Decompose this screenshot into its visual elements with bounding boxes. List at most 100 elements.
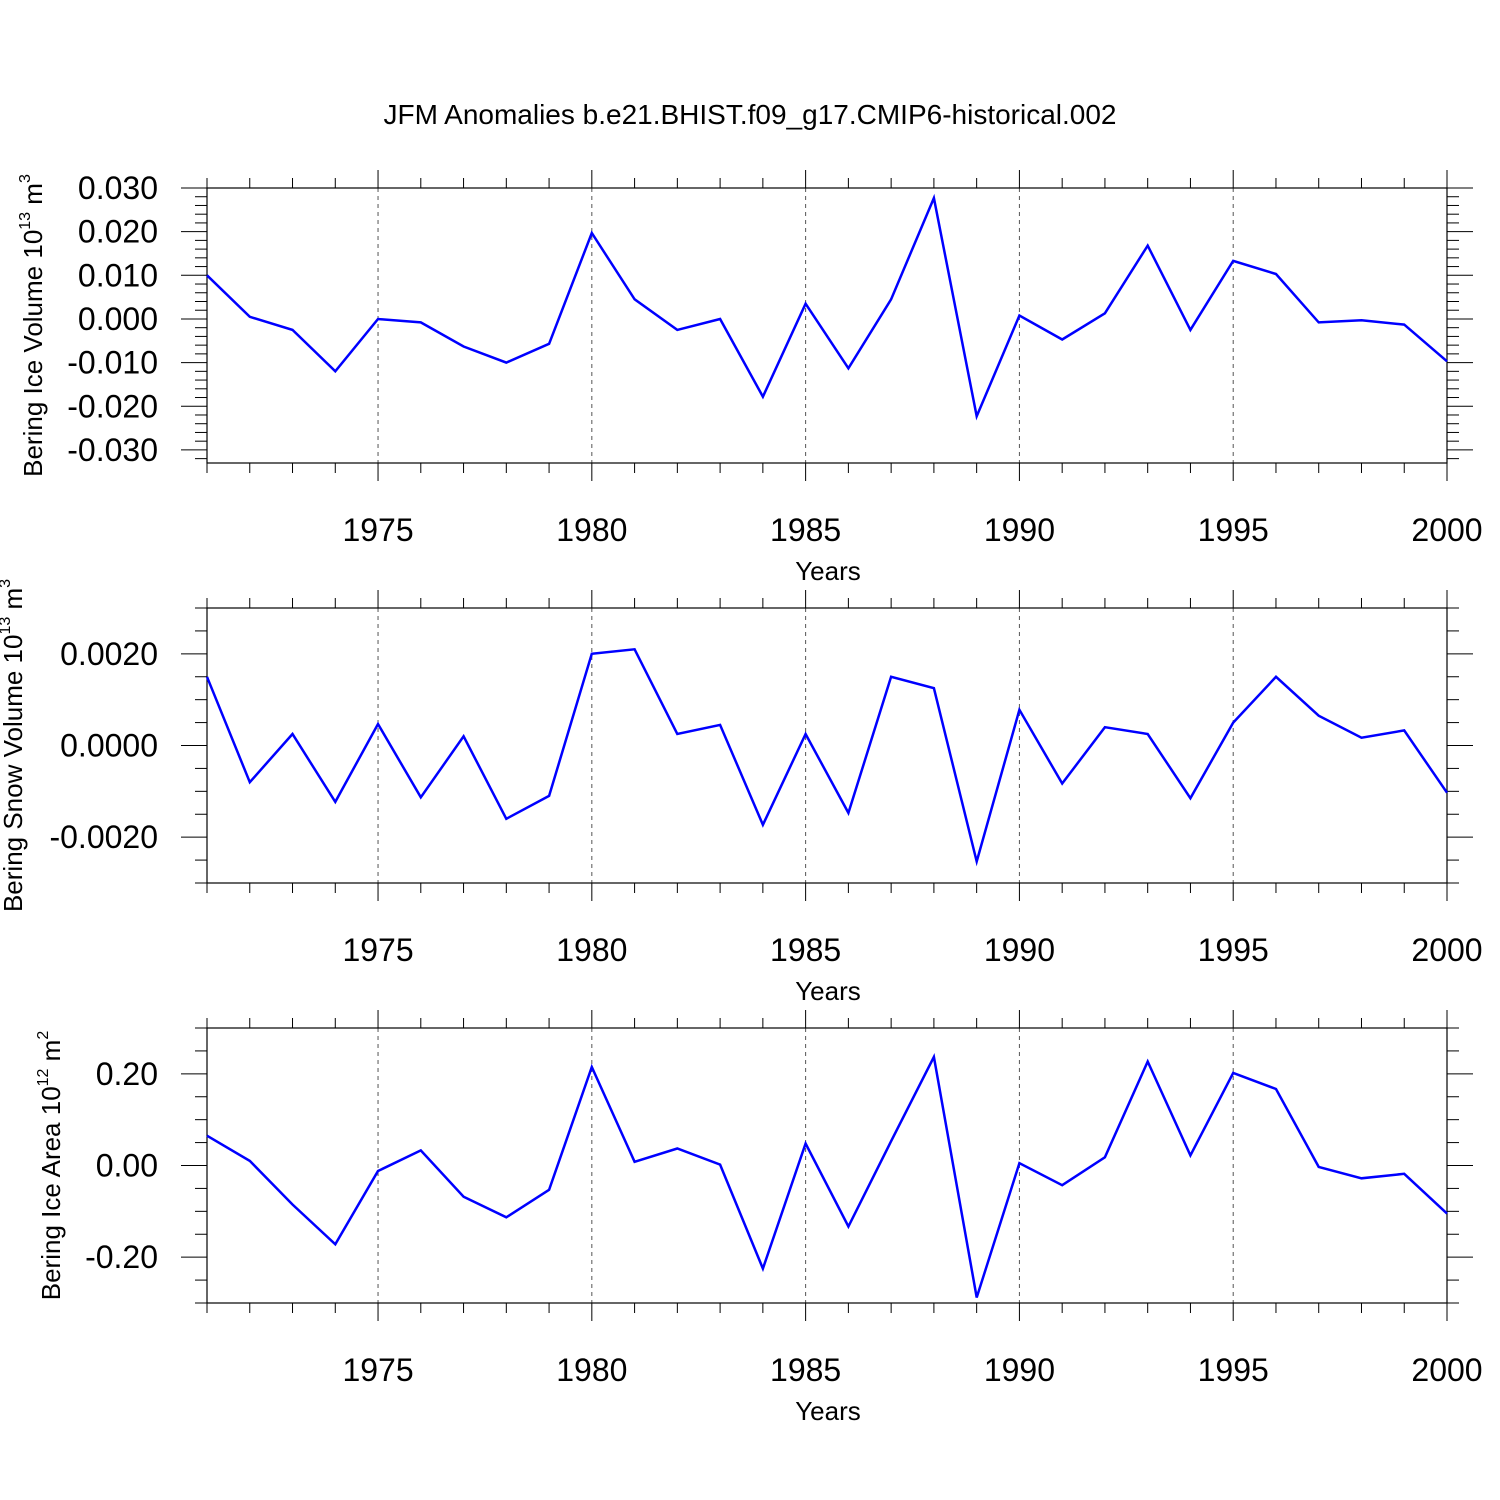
data-point [1274, 272, 1278, 276]
x-tick-label: 1975 [342, 512, 413, 548]
data-point [1231, 1071, 1235, 1075]
y-tick-label: 0.000 [78, 301, 158, 337]
data-point [205, 1134, 209, 1138]
x-axis-label: Years [795, 976, 861, 1006]
data-point [1231, 259, 1235, 263]
y-tick-label: 0.030 [78, 170, 158, 206]
x-tick-label: 1975 [342, 1352, 413, 1388]
data-point [932, 686, 936, 690]
data-point [1402, 1172, 1406, 1176]
data-point [1231, 721, 1235, 725]
data-point [1103, 311, 1107, 315]
data-point [504, 1215, 508, 1219]
y-tick-label: -0.20 [85, 1239, 158, 1275]
data-point [248, 780, 252, 784]
data-point [633, 647, 637, 651]
y-tick-label: -0.0020 [49, 819, 158, 855]
data-point [1359, 736, 1363, 740]
data-point [205, 273, 209, 277]
data-point [1317, 1165, 1321, 1169]
x-tick-label: 1995 [1198, 932, 1269, 968]
series-line [206, 193, 1448, 421]
data-point [1445, 359, 1449, 363]
y-tick-label: 0.0020 [60, 636, 158, 672]
x-tick-label: 1980 [556, 932, 627, 968]
x-tick-label: 1985 [770, 932, 841, 968]
data-point [376, 1169, 380, 1173]
x-tick-label: 1980 [556, 1352, 627, 1388]
x-tick-label: 2000 [1411, 1352, 1482, 1388]
y-tick-label: 0.010 [78, 257, 158, 293]
data-point [1359, 318, 1363, 322]
data-point [718, 1163, 722, 1167]
data-point [1017, 708, 1021, 712]
data-point [504, 361, 508, 365]
data-point [1146, 732, 1150, 736]
data-point [675, 1147, 679, 1151]
data-point [291, 328, 295, 332]
data-point [889, 297, 893, 301]
plot-frame [206, 1027, 1448, 1304]
data-point [975, 1296, 979, 1300]
data-point [1146, 244, 1150, 248]
data-point [248, 315, 252, 319]
y-tick-label: 0.020 [78, 214, 158, 250]
series-line [206, 1053, 1448, 1298]
x-axis-label: Years [795, 556, 861, 586]
data-point [1146, 1059, 1150, 1063]
y-tick-label: 0.0000 [60, 728, 158, 764]
data-point [675, 328, 679, 332]
data-point [1402, 323, 1406, 327]
y-tick-label: 0.00 [96, 1148, 158, 1184]
data-point [1317, 714, 1321, 718]
panel-2: 1975 1980 1985 1990 1995 2000 Years 0.0020 0.000… [0, 579, 1483, 1006]
data-point [462, 1195, 466, 1199]
panel-3: 1975 1980 1985 1990 1995 2000 Years 0.20 0.00 -0.… [35, 1010, 1483, 1426]
data-point [1445, 791, 1449, 795]
data-point [1103, 1155, 1107, 1159]
x-tick-label: 1990 [984, 932, 1055, 968]
series-line [205, 647, 1449, 867]
y-axis-label: Bering Ice Area 1012 m2 [35, 1031, 66, 1301]
data-point [462, 734, 466, 738]
x-tick-label: 2000 [1411, 932, 1482, 968]
data-point [761, 1267, 765, 1271]
y-tick-label: 0.20 [96, 1056, 158, 1092]
x-tick-label: 1990 [984, 1352, 1055, 1388]
y-tick-label: -0.020 [67, 388, 158, 424]
data-point [846, 366, 850, 370]
data-point [1103, 725, 1107, 729]
x-tick-label: 1995 [1198, 1352, 1269, 1388]
data-point [1274, 1087, 1278, 1091]
data-point [1188, 328, 1192, 332]
data-point [248, 1159, 252, 1163]
data-point [846, 1224, 850, 1228]
data-point [590, 652, 594, 656]
x-tick-label: 1995 [1198, 512, 1269, 548]
data-point [333, 369, 337, 373]
data-point [1060, 337, 1064, 341]
y-tick-label: -0.030 [67, 432, 158, 468]
x-tick-label: 1975 [342, 932, 413, 968]
data-point [889, 1139, 893, 1143]
data-point [633, 1160, 637, 1164]
plot-frame [206, 187, 1448, 464]
data-point [846, 811, 850, 815]
figure-title: JFM Anomalies b.e21.BHIST.f09_g17.CMIP6-… [383, 99, 1116, 130]
data-point [205, 675, 209, 679]
data-point [932, 1055, 936, 1059]
data-point [419, 795, 423, 799]
plot-frame [206, 607, 1448, 884]
panels: 1975 1980 1985 1990 1995 2000 Years 0.030 0.020 0… [0, 170, 1483, 1426]
data-point [804, 302, 808, 306]
data-point [376, 317, 380, 321]
data-point [975, 414, 979, 418]
data-point [1188, 796, 1192, 800]
data-point [1017, 1161, 1021, 1165]
data-point [1188, 1153, 1192, 1157]
panel-1: 1975 1980 1985 1990 1995 2000 Years 0.030 0.020 0… [17, 170, 1483, 586]
data-point [675, 732, 679, 736]
x-axis-label: Years [795, 1396, 861, 1426]
data-point [932, 196, 936, 200]
data-point [419, 1148, 423, 1152]
